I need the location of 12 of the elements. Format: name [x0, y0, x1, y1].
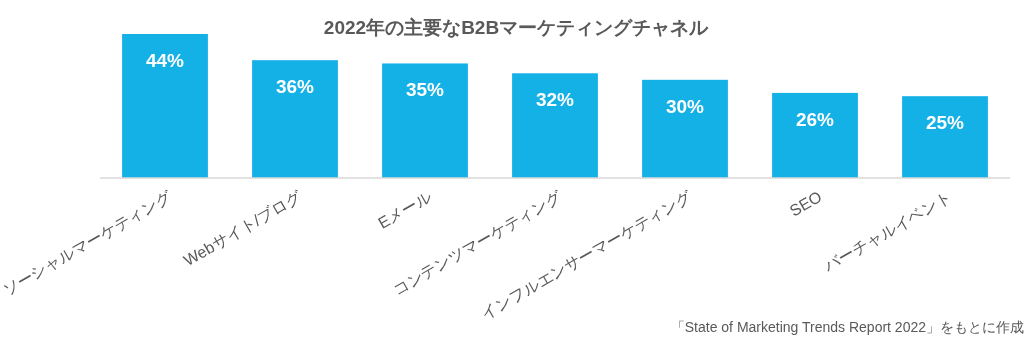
text: 「State of Marketing Trends Report 2022」をもとに作成 [670, 319, 1024, 335]
data-label: 36% [275, 76, 315, 98]
data-label: 30% [665, 95, 705, 117]
x-tick-label: Eメール [375, 187, 435, 232]
data-label: 44% [145, 50, 185, 71]
chart-title: 2022年の主要なB2Bマーケティングチャネル [323, 17, 710, 38]
data-label: 26% [795, 108, 835, 130]
data-label: 25% [925, 112, 965, 134]
data-label: 32% [535, 89, 575, 111]
x-tick-label: Webサイト/ブログ [180, 187, 306, 270]
x-tick-label: ソーシャルマーケティング [0, 187, 176, 299]
data-label: 35% [405, 79, 445, 101]
